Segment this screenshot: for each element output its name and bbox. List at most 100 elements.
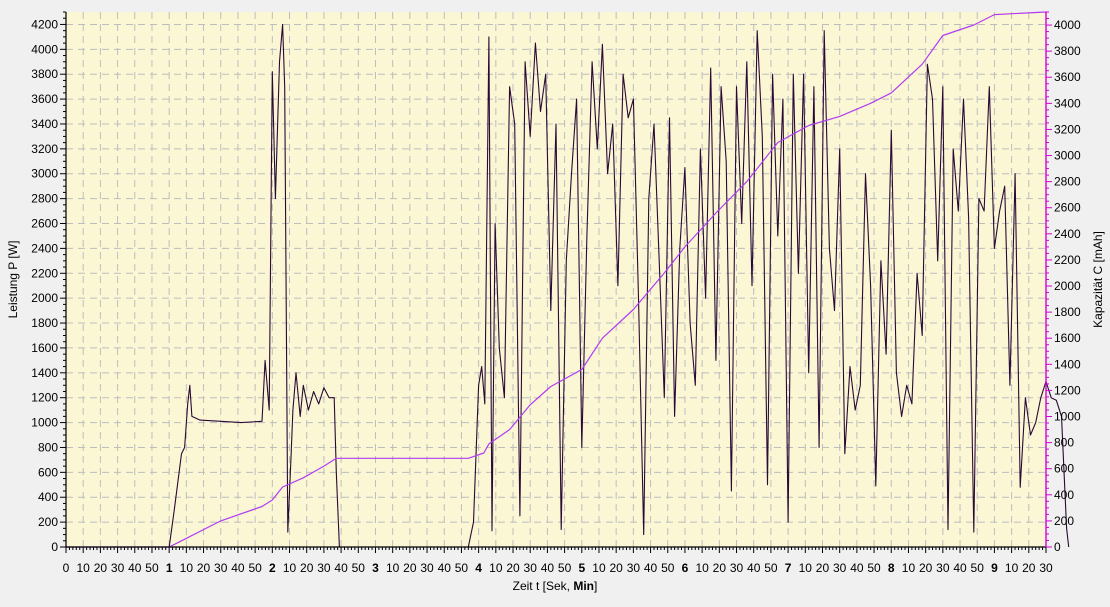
y-tick-label-left: 2400 (31, 241, 58, 255)
x-tick-label: 5 (578, 561, 585, 575)
y-tick-label-right: 0 (1054, 540, 1061, 554)
y-tick-label-left: 3800 (31, 67, 58, 81)
x-tick-label: 20 (609, 561, 623, 575)
x-tick-label: 30 (730, 561, 744, 575)
x-tick-label: 10 (77, 561, 91, 575)
series-line-power (66, 23, 1070, 548)
x-tick-label: 10 (799, 561, 813, 575)
y-tick-label-right: 3000 (1054, 149, 1081, 163)
x-tick-label: 20 (506, 561, 520, 575)
y-tick-label-left: 4200 (31, 17, 58, 31)
x-tick-label: 10 (180, 561, 194, 575)
y-tick-label-right: 1000 (1054, 410, 1081, 424)
x-tick-label: 30 (524, 561, 538, 575)
series-line-capacity (66, 11, 1047, 548)
y-tick-label-left: 200 (38, 515, 58, 529)
y-tick-label-right: 2200 (1054, 253, 1081, 267)
y-tick-label-left: 2200 (31, 266, 58, 280)
y-tick-label-left: 2800 (31, 192, 58, 206)
x-tick-label: 50 (455, 561, 469, 575)
x-tick-label: 50 (145, 561, 159, 575)
x-tick-label: 30 (833, 561, 847, 575)
x-axis-label-unit: Min (573, 579, 594, 593)
x-tick-label: 30 (214, 561, 228, 575)
x-tick-label: 10 (283, 561, 297, 575)
x-tick-label: 10 (592, 561, 606, 575)
y-tick-label-right: 3400 (1054, 96, 1081, 110)
tick-labels: 0 10 20 30 40 50 1 10 20 30 40 50 2 10 20 30 40 50 3 10 20 30… (31, 17, 1081, 575)
y-tick-label-left: 1200 (31, 391, 58, 405)
x-tick-label: 10 (1005, 561, 1019, 575)
x-tick-label: 0 (63, 561, 70, 575)
y-tick-label-right: 3600 (1054, 70, 1081, 84)
y-tick-label-right: 2800 (1054, 175, 1081, 189)
y-axis-label-left: Leistung P [W] (6, 241, 20, 319)
x-tick-label: 2 (269, 561, 276, 575)
x-tick-label: 50 (971, 561, 985, 575)
y-tick-label-left: 600 (38, 465, 58, 479)
x-tick-label: 20 (713, 561, 727, 575)
x-tick-label: 20 (197, 561, 211, 575)
x-tick-label: 50 (661, 561, 675, 575)
y-tick-label-left: 1600 (31, 341, 58, 355)
x-tick-label: 20 (1022, 561, 1036, 575)
x-tick-label: 40 (231, 561, 245, 575)
x-tick-label: 1 (166, 561, 173, 575)
x-tick-label: 40 (953, 561, 967, 575)
y-tick-label-left: 0 (51, 540, 58, 554)
x-tick-label: 7 (785, 561, 792, 575)
y-tick-label-right: 2600 (1054, 201, 1081, 215)
y-axis-label-right: Kapazität C [mAh] (1091, 231, 1105, 328)
x-axis-label-bracket: ] (594, 579, 597, 593)
y-tick-label-left: 3000 (31, 167, 58, 181)
y-tick-label-right: 2400 (1054, 227, 1081, 241)
x-tick-label: 20 (919, 561, 933, 575)
y-tick-label-left: 3200 (31, 142, 58, 156)
x-tick-label: 30 (111, 561, 125, 575)
x-tick-label: 40 (850, 561, 864, 575)
y-tick-label-left: 800 (38, 440, 58, 454)
x-tick-label: 10 (386, 561, 400, 575)
x-tick-label: 40 (747, 561, 761, 575)
x-tick-label: 40 (644, 561, 658, 575)
x-tick-label: 50 (558, 561, 572, 575)
y-tick-label-left: 2000 (31, 291, 58, 305)
x-tick-label: 50 (248, 561, 262, 575)
x-tick-label: 40 (438, 561, 452, 575)
x-tick-label: 40 (128, 561, 142, 575)
y-tick-label-right: 3800 (1054, 44, 1081, 58)
y-tick-label-right: 400 (1054, 488, 1074, 502)
y-tick-label-right: 1800 (1054, 305, 1081, 319)
x-tick-label: 50 (764, 561, 778, 575)
x-tick-label: 30 (420, 561, 434, 575)
x-tick-label: 30 (627, 561, 641, 575)
series-layer (66, 11, 1070, 548)
plot-area (66, 12, 1046, 547)
x-tick-label: 40 (334, 561, 348, 575)
y-tick-label-left: 400 (38, 490, 58, 504)
y-tick-label-left: 2600 (31, 217, 58, 231)
x-tick-label: 20 (403, 561, 417, 575)
x-tick-label: 30 (1039, 561, 1053, 575)
y-tick-label-right: 3200 (1054, 122, 1081, 136)
x-tick-label: 50 (352, 561, 366, 575)
x-tick-label: 20 (300, 561, 314, 575)
x-tick-label: 10 (489, 561, 503, 575)
x-tick-label: 10 (902, 561, 916, 575)
x-tick-label: 4 (475, 561, 482, 575)
y-tick-label-right: 600 (1054, 462, 1074, 476)
y-tick-label-left: 3600 (31, 92, 58, 106)
x-tick-label: 50 (867, 561, 881, 575)
x-tick-label: 9 (991, 561, 998, 575)
x-axis-label-part: Zeit t [Sek, (513, 579, 574, 593)
x-tick-label: 8 (888, 561, 895, 575)
x-tick-label: 3 (372, 561, 379, 575)
y-tick-label-right: 2000 (1054, 279, 1081, 293)
y-tick-label-left: 4000 (31, 42, 58, 56)
y-tick-label-right: 200 (1054, 514, 1074, 528)
x-tick-label: 20 (94, 561, 108, 575)
y-tick-label-left: 1800 (31, 316, 58, 330)
y-tick-label-right: 1400 (1054, 357, 1081, 371)
